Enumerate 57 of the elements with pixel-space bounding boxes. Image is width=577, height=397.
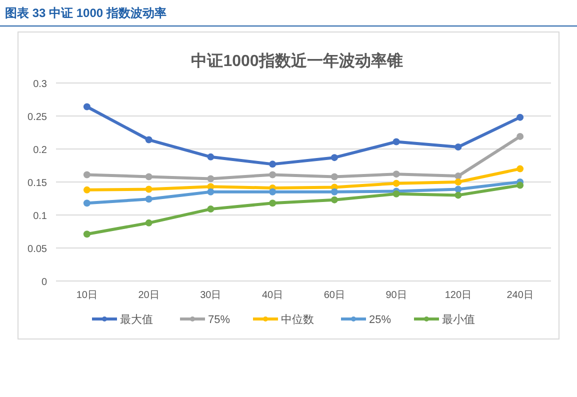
point [330,173,338,180]
legend-label: 最大值 [120,313,153,326]
point [516,114,524,121]
point [207,175,214,182]
point [83,186,90,194]
point [454,172,462,180]
legend-label: 25% [369,314,392,326]
point [392,190,400,198]
point [516,165,524,172]
point [269,171,276,178]
point [330,188,338,196]
point [454,186,462,193]
point [516,182,524,189]
point [454,192,462,199]
x-tick-label: 60日 [324,290,345,301]
text: 图表 33 中证 1000 指数波动率 [5,6,166,20]
point [269,200,276,207]
point [269,160,276,168]
point [83,200,90,207]
x-tick-label: 240日 [506,290,534,301]
x-tick-label: 90日 [386,290,407,301]
y-tick-label: 0.2 [33,145,48,156]
point [145,219,152,226]
point [145,173,152,180]
chart-title: 中证1000指数近一年波动率锥 [191,51,403,70]
point [330,196,338,204]
point [145,196,152,203]
legend-label: 中位数 [281,313,314,326]
x-tick-label: 30日 [200,290,222,301]
x-tick-label: 120日 [444,290,472,301]
x-tick-label: 20日 [138,290,160,301]
x-tick-label: 10日 [76,290,98,301]
y-tick-label: 0.3 [33,79,48,90]
point [207,153,214,160]
point [454,178,462,186]
point [83,230,90,238]
point [269,188,276,196]
y-tick-label: 0 [41,277,48,288]
point [392,138,400,146]
point [83,171,90,178]
point [145,186,152,193]
point [83,103,90,110]
point [207,206,214,213]
y-tick-label: 0.1 [33,211,48,222]
point [454,144,462,151]
point [207,188,214,196]
legend-label: 最小值 [442,313,475,326]
point [145,136,152,144]
y-tick-label: 0.15 [28,178,48,189]
point [516,132,524,140]
point [392,170,400,178]
legend-label: 75% [208,314,230,326]
y-tick-label: 0.25 [28,112,48,123]
point [330,154,338,162]
point [392,180,400,187]
x-tick-label: 40日 [262,290,284,301]
y-tick-label: 0.05 [28,244,48,255]
